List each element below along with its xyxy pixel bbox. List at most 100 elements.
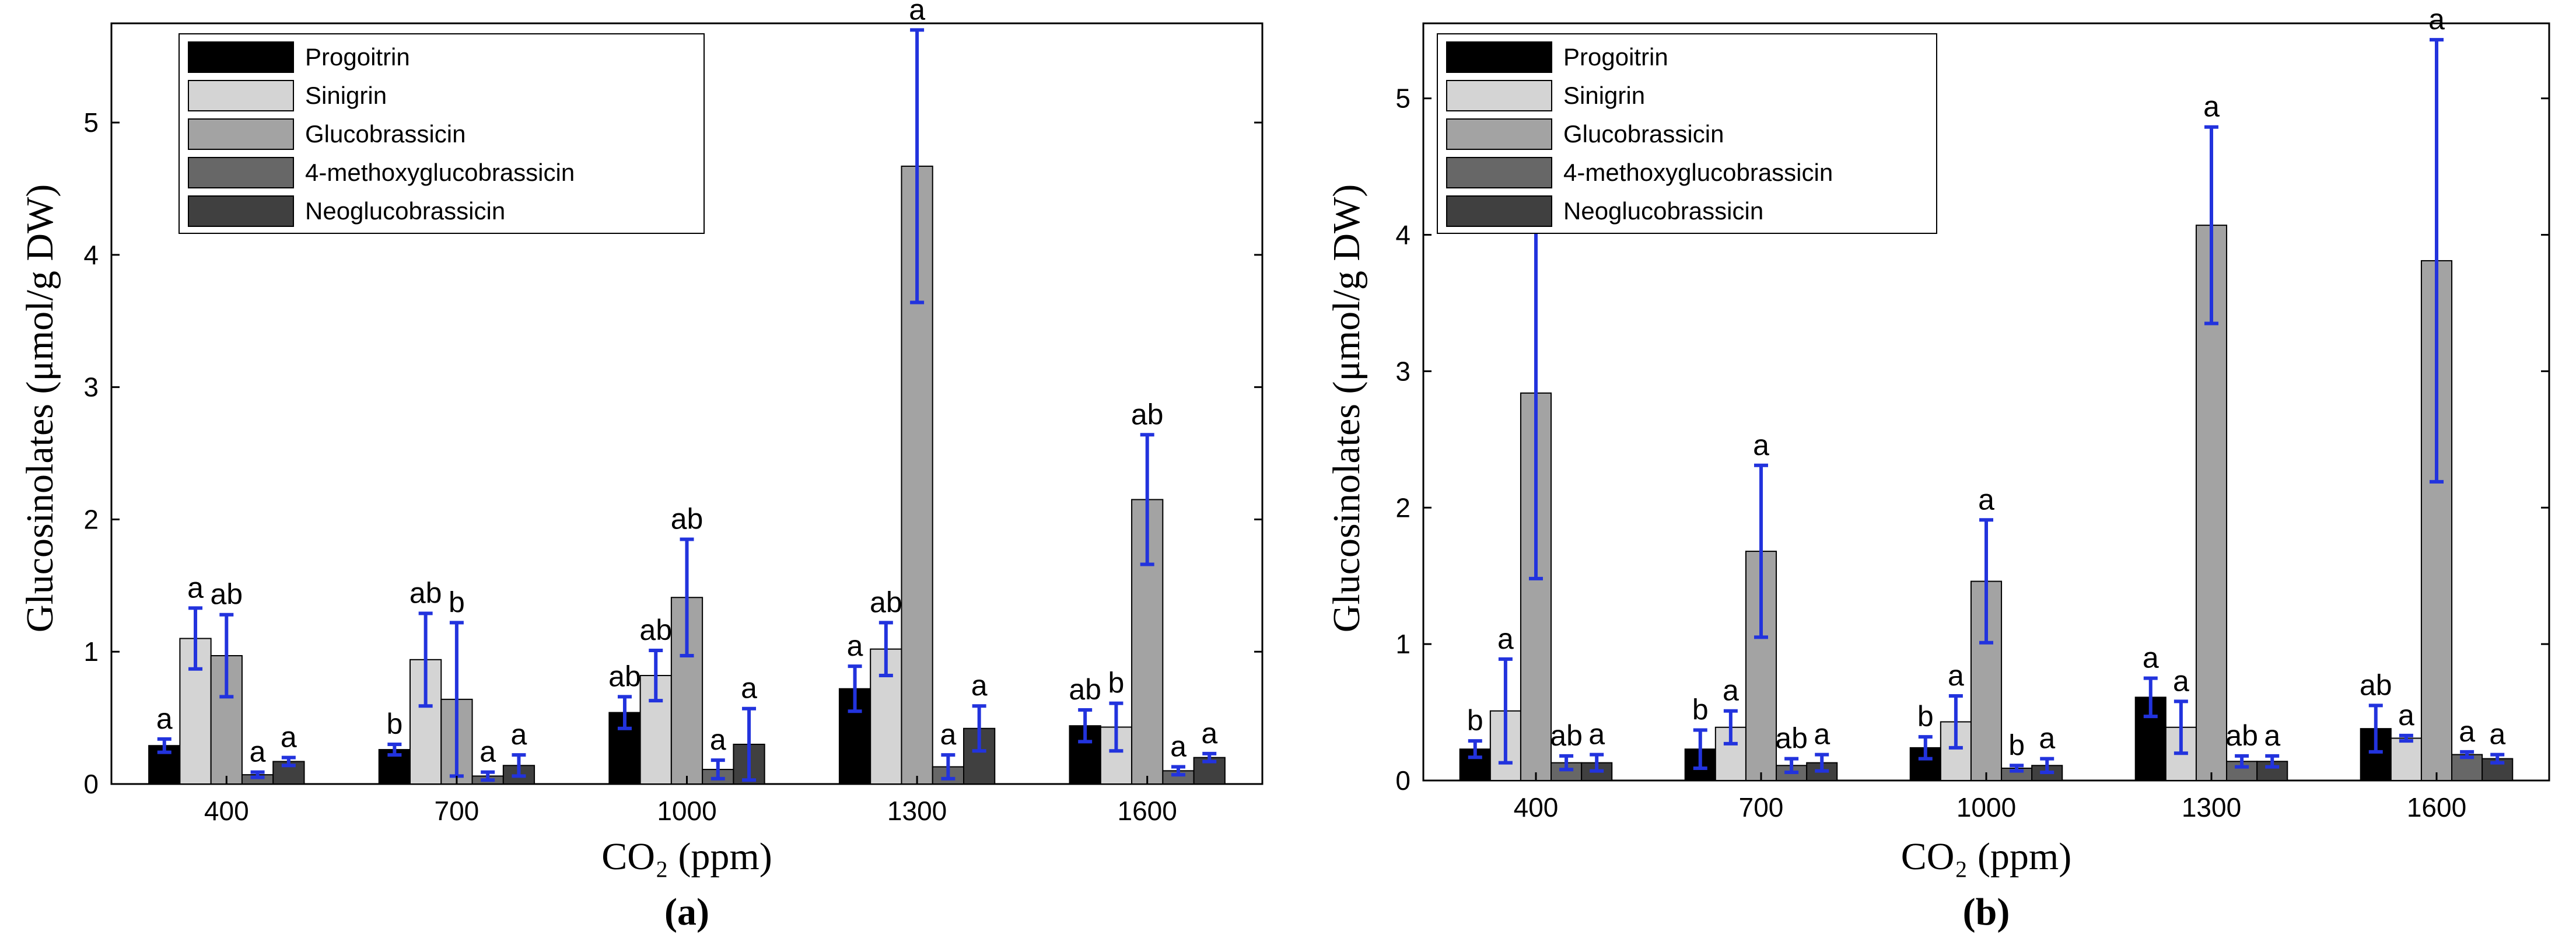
significance-letter: b xyxy=(1692,693,1709,726)
significance-letter: a xyxy=(511,718,527,751)
significance-letter: a xyxy=(281,721,297,754)
significance-letter: a xyxy=(710,723,726,756)
significance-letter: a xyxy=(1588,718,1605,751)
significance-letter: b xyxy=(1917,700,1934,733)
significance-letter: ab xyxy=(870,586,902,618)
significance-letter: ab xyxy=(1131,398,1164,430)
legend-label: Sinigrin xyxy=(1563,82,1645,109)
legend-label: Neoglucobrassicin xyxy=(305,197,505,225)
significance-letter: ab xyxy=(671,502,704,535)
significance-letter: ab xyxy=(1775,722,1808,755)
y-tick-label: 0 xyxy=(83,769,99,799)
legend-swatch xyxy=(1446,118,1552,150)
y-axis-label: Glucosinolates (μmol/g DW) xyxy=(19,184,61,633)
legend-swatch xyxy=(188,80,294,111)
significance-letter: ab xyxy=(410,576,442,609)
significance-letter: ab xyxy=(1069,673,1101,706)
y-tick-label: 0 xyxy=(1395,765,1410,796)
y-tick-label: 4 xyxy=(1395,220,1410,250)
chart-panel-b: 012345baaaba400baaaba700baaba1000aaaaba1… xyxy=(1325,3,2550,933)
significance-letter: a xyxy=(2264,719,2280,752)
significance-letter: a xyxy=(2398,699,2414,732)
y-tick-label: 2 xyxy=(1395,492,1410,523)
legend-label: Glucobrassicin xyxy=(1563,120,1724,148)
significance-letter: a xyxy=(187,571,204,604)
significance-letter: a xyxy=(1753,429,1769,461)
significance-letter: a xyxy=(1948,659,1964,692)
y-axis-label: Glucosinolates (μmol/g DW) xyxy=(1325,184,1368,633)
y-tick-label: 5 xyxy=(83,107,99,138)
significance-letter: a xyxy=(1497,622,1514,655)
legend-swatch xyxy=(188,157,294,188)
legend-swatch xyxy=(1446,41,1552,73)
significance-letter: a xyxy=(1978,483,1994,516)
y-tick-label: 1 xyxy=(1395,629,1410,659)
legend-label: Progoitrin xyxy=(305,43,410,71)
x-tick-label: 700 xyxy=(1739,792,1784,822)
bar xyxy=(2390,737,2422,782)
panel-caption: (a) xyxy=(664,891,709,933)
legend-swatch xyxy=(188,195,294,227)
significance-letter: a xyxy=(2203,90,2220,123)
significance-letter: a xyxy=(1201,717,1217,750)
x-tick-label: 1600 xyxy=(2407,792,2466,822)
significance-letter: ab xyxy=(2225,719,2258,752)
y-tick-label: 1 xyxy=(83,636,99,667)
significance-letter: b xyxy=(1108,667,1125,699)
significance-letter: a xyxy=(250,736,266,768)
significance-letter: b xyxy=(386,708,402,740)
significance-letter: a xyxy=(2173,664,2189,697)
legend-label: Sinigrin xyxy=(305,82,387,109)
panel-caption: (b) xyxy=(1963,891,2010,933)
y-tick-label: 2 xyxy=(83,504,99,534)
x-tick-label: 400 xyxy=(204,796,249,826)
legend-label: Progoitrin xyxy=(1563,43,1668,71)
legend-label: 4-methoxyglucobrassicin xyxy=(1563,159,1833,186)
significance-letter: a xyxy=(2143,642,2159,674)
x-tick-label: 1000 xyxy=(657,796,716,826)
legend-label: Glucobrassicin xyxy=(305,120,466,148)
y-tick-label: 4 xyxy=(83,240,99,270)
significance-letter: a xyxy=(909,0,925,26)
significance-letter: a xyxy=(156,702,173,735)
y-tick-label: 3 xyxy=(1395,356,1410,386)
legend-swatch xyxy=(1446,195,1552,227)
legend-swatch xyxy=(1446,157,1552,188)
y-tick-label: 5 xyxy=(1395,83,1410,114)
legend-swatch xyxy=(1446,80,1552,111)
x-axis-label: CO₂ (ppm) xyxy=(601,835,772,878)
significance-letter: ab xyxy=(608,660,641,692)
significance-letter: a xyxy=(1723,674,1739,707)
significance-letter: a xyxy=(1170,730,1186,763)
x-tick-label: 700 xyxy=(435,796,480,826)
x-tick-label: 1600 xyxy=(1118,796,1177,826)
significance-letter: a xyxy=(1814,718,1830,751)
significance-letter: a xyxy=(940,718,956,751)
x-tick-label: 1000 xyxy=(1957,792,2016,822)
significance-letter: b xyxy=(1467,704,1483,737)
significance-letter: a xyxy=(2039,722,2055,755)
significance-letter: a xyxy=(2459,715,2475,748)
significance-letter: ab xyxy=(210,578,243,611)
legend-swatch xyxy=(188,118,294,150)
significance-letter: a xyxy=(847,629,863,662)
significance-letter: b xyxy=(449,586,465,618)
significance-letter: a xyxy=(741,672,757,705)
significance-letter: a xyxy=(971,669,988,702)
significance-letter: ab xyxy=(1550,719,1583,752)
y-tick-label: 3 xyxy=(83,372,99,402)
significance-letter: a xyxy=(2428,3,2445,36)
significance-letter: ab xyxy=(2360,668,2392,701)
x-tick-label: 1300 xyxy=(887,796,947,826)
x-tick-label: 400 xyxy=(1514,792,1559,822)
x-tick-label: 1300 xyxy=(2182,792,2241,822)
legend-label: Neoglucobrassicin xyxy=(1563,197,1763,225)
legend-swatch xyxy=(188,41,294,73)
significance-letter: a xyxy=(2489,718,2505,751)
significance-letter: b xyxy=(2008,729,2025,761)
x-axis-label: CO₂ (ppm) xyxy=(1901,835,2072,878)
legend-label: 4-methoxyglucobrassicin xyxy=(305,159,575,186)
significance-letter: ab xyxy=(639,614,672,646)
significance-letter: a xyxy=(480,736,496,768)
